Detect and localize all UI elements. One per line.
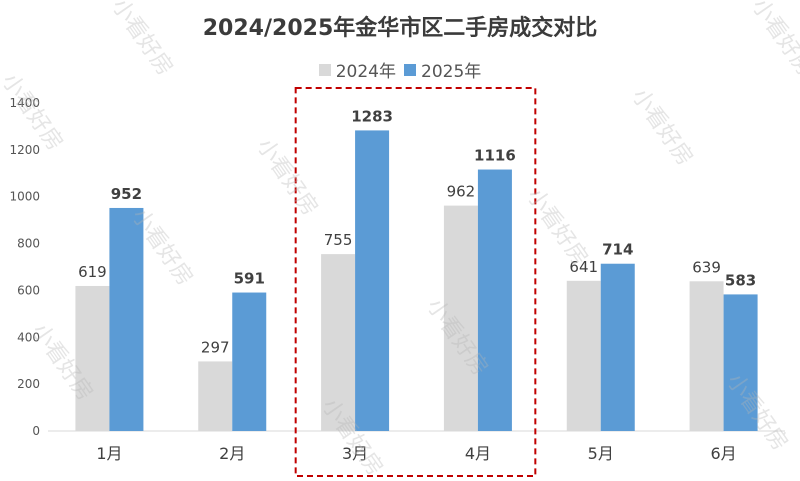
y-tick-label: 400 bbox=[17, 330, 40, 344]
bar-2025年-5月 bbox=[600, 263, 635, 431]
bar-2024年-5月 bbox=[566, 280, 601, 431]
y-tick-label: 600 bbox=[17, 283, 40, 297]
x-tick-label: 2月 bbox=[219, 444, 245, 463]
bar-2024年-6月 bbox=[689, 281, 724, 431]
data-label: 1116 bbox=[474, 147, 516, 165]
y-tick-label: 800 bbox=[17, 237, 40, 251]
bar-2025年-3月 bbox=[355, 130, 390, 431]
bar-2024年-1月 bbox=[75, 285, 110, 431]
y-tick-label: 1400 bbox=[9, 96, 40, 110]
y-tick-label: 200 bbox=[17, 377, 40, 391]
data-label: 583 bbox=[725, 271, 756, 289]
x-tick-label: 4月 bbox=[465, 444, 491, 463]
bar-2024年-3月 bbox=[321, 254, 356, 431]
chart-title: 2024/2025年金华市区二手房成交对比 bbox=[202, 16, 598, 41]
data-label: 619 bbox=[78, 263, 107, 281]
bar-2025年-4月 bbox=[477, 169, 512, 431]
data-label: 639 bbox=[692, 258, 721, 276]
data-label: 1283 bbox=[351, 107, 393, 125]
data-label: 755 bbox=[324, 231, 353, 249]
bar-2025年-1月 bbox=[109, 207, 144, 431]
legend-label-2025: 2025年 bbox=[421, 62, 482, 82]
bar-2024年-4月 bbox=[443, 205, 478, 431]
legend-swatch-2025 bbox=[404, 63, 416, 76]
y-tick-label: 0 bbox=[32, 424, 40, 438]
legend-swatch-2024 bbox=[318, 63, 331, 76]
data-label: 714 bbox=[602, 241, 633, 259]
x-tick-label: 5月 bbox=[588, 444, 614, 463]
bar-2025年-2月 bbox=[232, 292, 267, 431]
legend-item-2025: 2025年 bbox=[404, 57, 481, 82]
legend: 2024年 2025年 bbox=[0, 57, 800, 82]
data-label: 952 bbox=[111, 185, 142, 203]
y-tick-label: 1200 bbox=[9, 143, 40, 157]
y-tick-label: 1000 bbox=[9, 190, 40, 204]
bar-2024年-2月 bbox=[198, 361, 233, 431]
bar-2025年-6月 bbox=[723, 294, 758, 431]
x-tick-label: 3月 bbox=[342, 444, 368, 463]
data-label: 591 bbox=[234, 270, 265, 288]
legend-item-2024: 2024年 bbox=[318, 57, 396, 82]
x-tick-label: 6月 bbox=[710, 444, 736, 463]
x-tick-label: 1月 bbox=[96, 444, 122, 463]
legend-label-2024: 2024年 bbox=[335, 62, 396, 82]
data-label: 297 bbox=[201, 338, 230, 356]
data-label: 641 bbox=[569, 258, 598, 276]
data-label: 962 bbox=[447, 183, 476, 201]
highlight-box bbox=[294, 87, 537, 477]
